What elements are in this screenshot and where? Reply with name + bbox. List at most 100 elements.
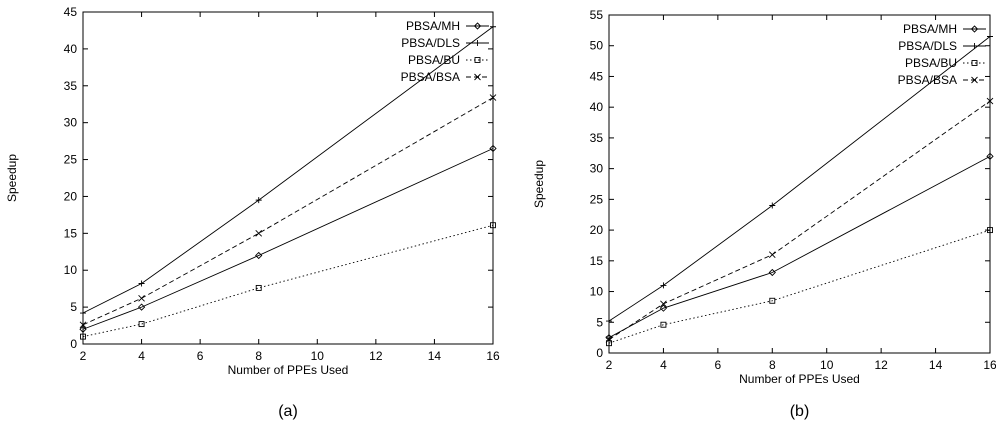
x-tick-label: 16: [486, 349, 500, 363]
data-point: [769, 297, 776, 304]
legend-marker: [474, 57, 481, 63]
y-tick-label: 35: [64, 79, 78, 93]
legend-label: PBSA/DLS: [401, 36, 460, 50]
x-tick-label: 10: [311, 349, 325, 363]
y-tick-label: 30: [590, 162, 604, 176]
x-tick-label: 14: [428, 349, 442, 363]
y-tick-label: 40: [590, 100, 604, 114]
panel-label: (a): [278, 403, 298, 420]
legend-label: PBSA/BSA: [401, 70, 460, 84]
x-tick-label: 6: [715, 358, 722, 372]
x-tick-label: 6: [197, 349, 204, 363]
legend-marker: [474, 73, 481, 81]
y-tick-label: 40: [64, 42, 78, 56]
y-tick-label: 35: [590, 131, 604, 145]
legend-label: PBSA/DLS: [898, 39, 957, 53]
data-point: [660, 282, 667, 289]
data-point: [80, 333, 86, 340]
y-tick-label: 45: [590, 69, 604, 83]
data-point: [768, 268, 776, 277]
series-pbsa-bsa: [79, 94, 497, 329]
series-line: [82, 97, 494, 326]
data-point: [80, 310, 86, 317]
y-tick-label: 10: [64, 263, 78, 277]
series-line: [608, 100, 991, 340]
y-tick-label: 25: [64, 153, 78, 167]
y-tick-label: 25: [590, 192, 604, 206]
y-tick-label: 50: [590, 39, 604, 53]
x-axis-label: Number of PPEs Used: [228, 363, 349, 377]
y-tick-label: 0: [70, 337, 77, 351]
x-tick-label: 2: [80, 349, 87, 363]
y-tick-label: 30: [64, 116, 78, 130]
panel-label: (b): [790, 403, 810, 420]
data-point: [987, 227, 993, 234]
y-tick-label: 0: [596, 346, 603, 360]
data-point: [137, 303, 146, 311]
data-point: [490, 23, 496, 30]
x-tick-label: 12: [369, 349, 383, 363]
y-axis-label: Speedup: [532, 160, 546, 208]
series-pbsa-bsa: [605, 97, 994, 343]
x-tick-label: 4: [138, 349, 145, 363]
data-point: [660, 300, 667, 308]
data-point: [255, 230, 263, 237]
legend-marker: [971, 76, 978, 84]
data-point: [138, 280, 145, 287]
legend-label: PBSA/BU: [905, 56, 957, 70]
series-line: [608, 155, 991, 339]
y-tick-label: 15: [590, 254, 604, 268]
legend-label: PBSA/BSA: [898, 73, 957, 87]
legend: PBSA/MH PBSA/DLS PBSA/BU PBSA/BSA: [401, 19, 489, 84]
y-tick-label: 5: [596, 315, 603, 329]
legend-label: PBSA/BU: [408, 53, 460, 67]
x-axis-label: Number of PPEs Used: [739, 372, 860, 386]
series-line: [82, 26, 494, 314]
x-tick-label: 14: [929, 358, 943, 372]
y-tick-label: 15: [64, 226, 78, 240]
series-line: [608, 229, 991, 344]
legend: PBSA/MH PBSA/DLS PBSA/BU PBSA/BSA: [898, 22, 986, 87]
data-point: [489, 144, 497, 153]
data-point: [255, 284, 262, 291]
data-point: [79, 325, 87, 333]
data-point: [138, 321, 145, 328]
y-tick-label: 20: [64, 189, 78, 203]
data-point: [769, 202, 776, 209]
x-tick-label: 8: [255, 349, 262, 363]
x-tick-label: 16: [983, 358, 996, 372]
legend-label: PBSA/MH: [406, 19, 460, 33]
data-point: [489, 94, 497, 101]
data-point: [606, 318, 612, 325]
series-pbsa-bu: [606, 227, 993, 347]
series-line: [82, 148, 494, 330]
plot-frame: [82, 11, 494, 345]
data-point: [255, 251, 263, 260]
x-tick-label: 10: [820, 358, 834, 372]
series-pbsa-mh: [605, 152, 994, 342]
chart-panel-a: 2 4 6 8 10 12 14 16 0 5 10 15 20 25 30 35 40 45 Number of …: [5, 5, 500, 420]
y-tick-label: 55: [590, 8, 604, 22]
x-tick-label: 2: [606, 358, 613, 372]
series-pbsa-dls: [80, 23, 496, 317]
data-point: [138, 294, 145, 302]
x-tick-label: 8: [769, 358, 776, 372]
series-line: [82, 224, 494, 338]
y-tick-label: 5: [70, 300, 77, 314]
y-axis-label: Speedup: [5, 154, 19, 202]
y-tick-label: 10: [590, 285, 604, 299]
data-point: [987, 33, 993, 40]
data-point: [490, 222, 496, 229]
data-point: [659, 304, 668, 312]
legend-marker: [474, 40, 481, 46]
data-point: [255, 197, 262, 204]
legend-marker: [970, 25, 979, 33]
data-point: [660, 321, 667, 328]
data-point: [986, 97, 994, 105]
series-pbsa-dls: [606, 33, 993, 325]
x-tick-label: 12: [874, 358, 888, 372]
data-point: [606, 340, 612, 347]
data-point: [605, 336, 613, 343]
y-tick-label: 45: [64, 5, 78, 19]
